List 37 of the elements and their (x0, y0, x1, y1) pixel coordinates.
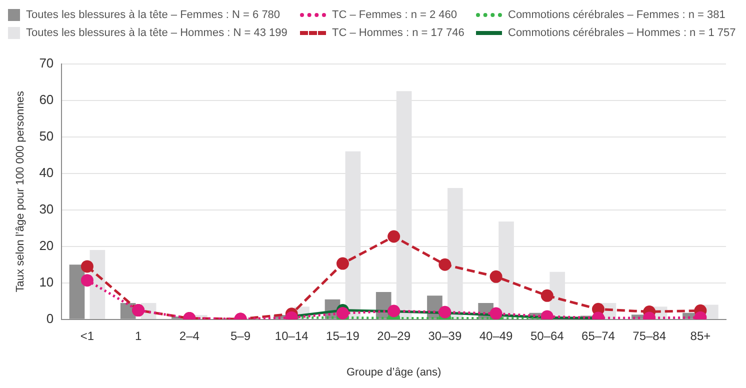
x-tick-label: 15–19 (326, 328, 360, 343)
y-tick-label: 30 (39, 201, 54, 216)
x-tick-label: 2–4 (179, 328, 200, 343)
y-tick-label: 10 (39, 274, 54, 290)
point (336, 306, 349, 320)
x-tick-label: 50–64 (530, 328, 564, 343)
x-tick-label: 75–84 (632, 328, 666, 343)
x-tick-label: 85+ (690, 328, 711, 343)
legend-label: Toutes les blessures à la tête – Hommes : N = 43 199 (26, 27, 288, 39)
point (336, 257, 349, 270)
y-axis-title: Taux selon l’âge pour 100 000 personnes (14, 90, 27, 292)
x-tick-label: 20–29 (377, 328, 411, 343)
point (540, 289, 554, 302)
x-tick-label: 30–39 (428, 328, 462, 343)
x-tick-label: 1 (134, 328, 142, 343)
y-tick-label: 20 (39, 238, 54, 253)
y-tick-label: 60 (39, 92, 54, 107)
y-tick-label: 70 (39, 55, 54, 70)
y-tick-label: 0 (46, 310, 54, 326)
legend-label: Commotions cérébrales – Femmes : n = 381 (508, 9, 726, 21)
legend-label: TC – Femmes : n = 2 460 (332, 9, 458, 21)
x-tick-label: 10–14 (274, 328, 309, 343)
x-tick-label: <1 (80, 328, 94, 343)
x-tick-label: 40–49 (479, 328, 514, 343)
legend-label: Commotions cérébrales – Hommes : n = 1 757 (508, 27, 736, 39)
point (438, 258, 452, 271)
x-tick-label: 65–74 (582, 328, 616, 343)
y-tick-label: 50 (39, 128, 54, 144)
x-tick-label: 5–9 (230, 328, 251, 343)
legend-label: Toutes les blessures à la tête – Femmes : N = 6 780 (26, 9, 280, 21)
point (80, 274, 94, 287)
point (80, 260, 94, 273)
point (388, 230, 400, 243)
legend-label: TC – Hommes : n = 17 746 (332, 27, 464, 39)
y-tick-label: 40 (39, 164, 54, 180)
x-axis-title: Groupe d’âge (ans) (346, 366, 442, 378)
point (490, 270, 502, 283)
